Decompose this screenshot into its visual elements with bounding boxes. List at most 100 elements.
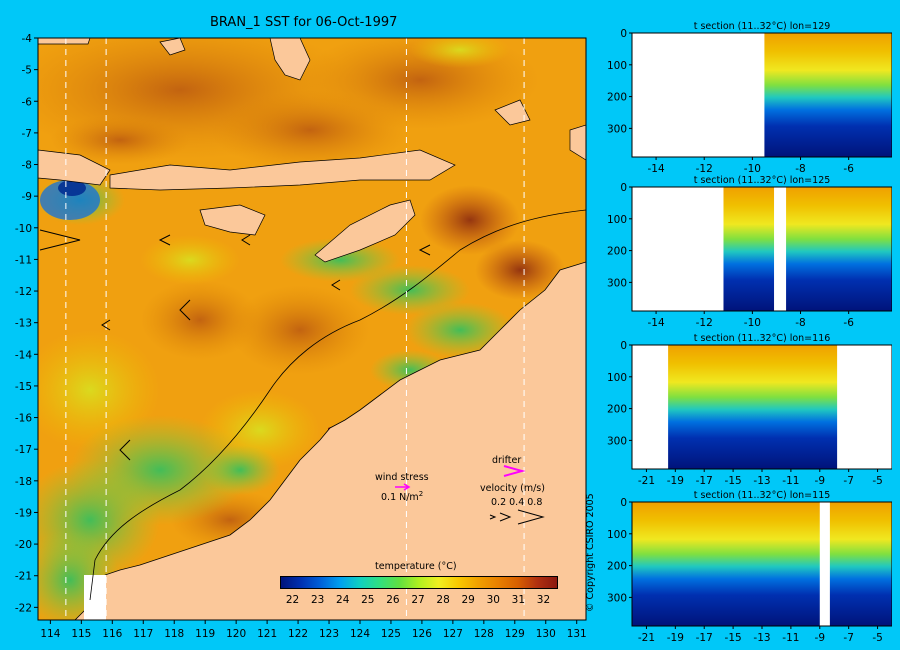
colorbar-title: temperature (°C)	[375, 561, 457, 572]
wind-vectors	[39, 229, 431, 461]
lat-tick-label: -12	[696, 317, 713, 329]
lon-tick-label: 127	[443, 628, 463, 640]
lat-tick-label: -19	[15, 507, 32, 519]
lon-tick-label: 124	[350, 628, 370, 640]
lat-tick-label: -21	[638, 475, 655, 487]
cool-patch	[200, 445, 280, 495]
colorbar-tick-label: 27	[411, 594, 424, 606]
lat-tick-label: -14	[15, 349, 32, 361]
lat-tick-label: -8	[22, 160, 32, 172]
lat-tick-label: -7	[843, 632, 853, 644]
lat-tick-label: -6	[22, 96, 33, 108]
lat-tick-label: -9	[815, 475, 825, 487]
section-plot: t section (11..32°C) lon=129 0 100 200 300 -1…	[607, 21, 892, 175]
lat-tick-label: -18	[15, 476, 32, 488]
depth-tick-label: 100	[607, 214, 627, 226]
map-title: BRAN_1 SST for 06-Oct-1997	[210, 15, 398, 30]
lon-tick-label: 118	[164, 628, 184, 640]
map-axes: 114 115 116 117 118 119 120 121 122 123 124 125 126 1…	[15, 33, 587, 640]
lat-tick-label: -19	[667, 632, 684, 644]
yellow-patch	[140, 235, 240, 285]
lat-tick-label: -22	[15, 602, 32, 614]
lat-tick-label: -5	[872, 475, 882, 487]
colorbar-tick-label: 24	[336, 594, 350, 606]
lon-tick-label: 126	[412, 628, 432, 640]
velocity-arrows	[489, 509, 545, 525]
colorbar-tick-label: 25	[361, 594, 374, 606]
lat-tick-label: -9	[815, 632, 825, 644]
lat-tick-label: -13	[753, 632, 770, 644]
velocity-values: 0.2 0.4 0.8	[491, 497, 543, 508]
missing-region	[632, 33, 765, 157]
drifter-label: drifter	[492, 455, 522, 466]
lat-tick-label: -7	[843, 475, 853, 487]
lat-tick-label: -13	[753, 475, 770, 487]
lat-tick-label: -8	[795, 163, 805, 175]
section-frame	[631, 186, 892, 312]
lat-tick-label: -15	[725, 475, 742, 487]
sst-map: 114 115 116 117 118 119 120 121 122 123 124 125 126 1…	[15, 33, 587, 640]
lon-tick-label: 121	[257, 628, 277, 640]
lat-tick-label: -16	[15, 413, 32, 425]
lat-tick-label: -11	[15, 254, 32, 266]
section-frame	[631, 32, 892, 158]
lat-tick-label: -7	[22, 128, 32, 140]
land-flores	[109, 149, 456, 191]
lon-tick-label: 116	[102, 628, 122, 640]
warm-patch	[230, 285, 370, 375]
lat-tick-label: -14	[647, 163, 664, 175]
missing-region	[632, 187, 724, 311]
missing-region	[819, 502, 830, 626]
depth-tick-label: 0	[620, 340, 627, 352]
section-plot: t section (11..32°C) lon=116 0 100 200 300 -2…	[607, 333, 892, 487]
wind-stress-label: wind stress	[375, 472, 429, 483]
lat-tick-label: -21	[15, 571, 32, 583]
depth-tick-label: 200	[607, 246, 627, 258]
warm-patch	[210, 90, 410, 170]
depth-tick-label: 200	[607, 561, 627, 573]
lon-tick-label: 117	[133, 628, 153, 640]
lat-tick-label: -6	[843, 163, 854, 175]
yellow-patch	[410, 38, 510, 68]
depth-tick-label: 100	[607, 60, 627, 72]
shelf-contour	[89, 209, 586, 601]
colorbar-tick-label: 31	[512, 594, 525, 606]
depth-tick-label: 300	[607, 435, 627, 447]
lon-tick-label: 125	[381, 628, 401, 640]
lon-tick-label: 120	[226, 628, 246, 640]
copyright: © Copyright CSIRO 2005	[585, 493, 596, 612]
velocity-label: velocity (m/s)	[480, 483, 545, 494]
depth-tick-label: 100	[607, 529, 627, 541]
depth-tick-label: 200	[607, 92, 627, 104]
lon-tick-label: 130	[536, 628, 556, 640]
lon-tick-label: 123	[319, 628, 339, 640]
depth-tick-label: 200	[607, 404, 627, 416]
colorbar-tick-label: 28	[436, 594, 449, 606]
depth-tick-label: 0	[620, 28, 627, 40]
lat-tick-label: -14	[647, 317, 664, 329]
depth-tick-label: 0	[620, 497, 627, 509]
depth-tick-label: 300	[607, 592, 627, 604]
lat-tick-label: -17	[696, 632, 713, 644]
temperature-field	[632, 502, 892, 626]
missing-region	[774, 187, 787, 311]
lat-tick-label: -8	[795, 317, 805, 329]
cold-patch	[58, 180, 86, 196]
section-title: t section (11..32°C) lon=129	[694, 21, 831, 32]
lat-tick-label: -15	[15, 381, 32, 393]
lon-tick-label: 114	[40, 628, 60, 640]
lon-tick-label: 131	[567, 628, 587, 640]
lat-tick-label: -10	[744, 163, 761, 175]
wind-stress-arrow	[395, 483, 411, 491]
missing-region	[632, 345, 669, 469]
lon-tick-label: 129	[505, 628, 525, 640]
lat-tick-label: -17	[15, 444, 32, 456]
lat-tick-label: -6	[843, 317, 854, 329]
depth-tick-label: 0	[620, 182, 627, 194]
colorbar-tick-label: 23	[311, 594, 324, 606]
colorbar-tick-label: 30	[487, 594, 500, 606]
lon-tick-label: 128	[474, 628, 494, 640]
deep-warm-patch	[420, 185, 520, 255]
colorbar-tick-label: 29	[461, 594, 474, 606]
lat-tick-label: -12	[696, 163, 713, 175]
